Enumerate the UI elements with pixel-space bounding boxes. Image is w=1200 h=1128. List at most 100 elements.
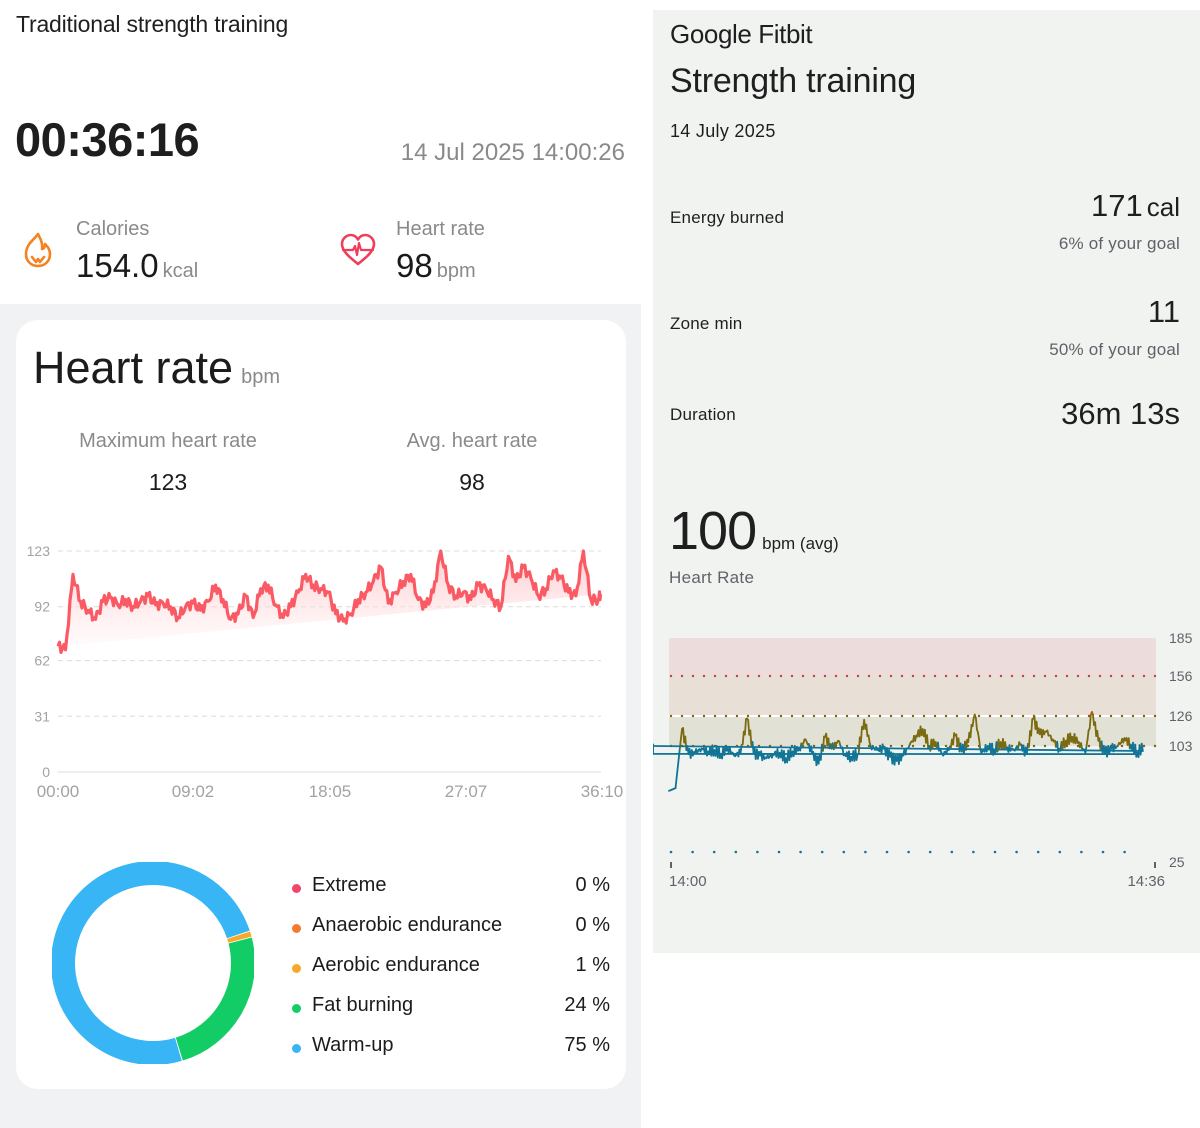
fat-burn-threshold-line <box>845 744 849 748</box>
fat-burning-segment <box>175 937 254 1061</box>
heart-rate-segment <box>743 718 747 736</box>
workout-duration: 00:36:16 <box>15 113 200 166</box>
peak-threshold-line <box>1153 674 1157 678</box>
zone-label: Extreme <box>312 874 387 896</box>
zone-label: Warm-up <box>312 1034 394 1056</box>
peak-threshold-line <box>1098 674 1102 678</box>
baseline-dot <box>1015 850 1018 854</box>
cardio-threshold-line <box>680 714 684 718</box>
baseline-dot <box>756 850 759 854</box>
peak-threshold-line <box>691 674 695 678</box>
peak-threshold-line <box>1021 674 1025 678</box>
x-tick-label: 14:00 <box>669 873 707 888</box>
zone-donut-chart <box>52 862 254 1064</box>
legend-row-fat-burning: Fat burning 24 % <box>292 992 610 1032</box>
fat-burn-threshold-line <box>922 744 926 748</box>
zone-label: Anaerobic endurance <box>312 914 503 936</box>
cardio-threshold-line <box>933 714 937 718</box>
peak-threshold-line <box>823 674 827 678</box>
cardio-threshold-line <box>1054 714 1058 718</box>
heart-rate-segment <box>822 735 825 752</box>
baseline-dot <box>820 850 824 854</box>
peak-threshold-line <box>1109 674 1113 678</box>
peak-threshold-line <box>911 674 915 678</box>
cardio-threshold-line <box>768 714 772 718</box>
fat-burn-threshold-line <box>812 744 816 748</box>
fat-burn-threshold-line <box>1120 744 1124 748</box>
cardio-threshold-line <box>889 714 893 718</box>
peak-threshold-line <box>680 674 684 678</box>
heart-rate-value: 98 <box>396 247 433 284</box>
x-tick-label: 00:00 <box>37 782 80 801</box>
cardio-threshold-line <box>735 714 739 718</box>
max-heart-rate: Maximum heart rate 123 <box>48 430 288 496</box>
brand-logo: Google Fitbit <box>670 19 813 49</box>
zone-dot-icon <box>292 924 301 933</box>
cardio-threshold-line <box>955 714 959 718</box>
cardio-threshold-line <box>1076 714 1080 718</box>
zone-value: 1 % <box>575 954 610 976</box>
fat-burn-threshold-line <box>834 744 838 748</box>
cardio-threshold-line <box>669 714 673 718</box>
baseline-dot <box>734 850 738 854</box>
heart-rate-segment <box>1086 729 1090 741</box>
baseline-dot <box>669 850 673 854</box>
peak-threshold-line <box>713 674 717 678</box>
zone-dot-icon <box>292 1044 301 1053</box>
fat-burn-threshold-line <box>1043 744 1047 748</box>
peak-threshold-line <box>1043 674 1047 678</box>
baseline-dot <box>1123 850 1126 854</box>
peak-zone-band <box>669 638 1156 676</box>
fat-burn-threshold-line <box>823 744 827 748</box>
zone-value: 24 % <box>564 994 610 1016</box>
cardio-threshold-line <box>801 714 805 718</box>
cardio-threshold-line <box>1131 714 1135 718</box>
cardio-threshold-line <box>1098 714 1102 718</box>
peak-threshold-line <box>735 674 739 678</box>
baseline-dot <box>1101 850 1105 854</box>
zone-value: 0 % <box>575 914 610 936</box>
heart-rate-segment <box>971 717 975 728</box>
peak-threshold-line <box>1142 674 1146 678</box>
peak-threshold-line <box>1054 674 1058 678</box>
peak-threshold-line <box>933 674 937 678</box>
workout-summary: Traditional strength training 00:36:16 1… <box>0 0 641 304</box>
fat-burn-threshold-line <box>1087 744 1091 748</box>
peak-threshold-line <box>1032 674 1036 678</box>
cardio-threshold-line <box>999 714 1003 718</box>
baseline-dot <box>691 850 694 854</box>
cardio-threshold-line <box>867 714 871 718</box>
fat-burn-threshold-line <box>1142 744 1146 748</box>
duration-value: 36m 13s <box>1061 396 1180 431</box>
heart-rate-segment <box>969 724 973 739</box>
heart-rate-segment <box>1080 742 1084 750</box>
y-tick-label: 185 <box>1169 630 1193 646</box>
heart-rate-area-chart[interactable]: 0 31 62 92 123 00:00 09:02 18:05 27:07 36:10 <box>16 538 626 808</box>
baseline-dot <box>885 850 889 854</box>
heart-rate-card[interactable]: Heart rate bpm Maximum heart rate 123 Avg… <box>16 320 626 1089</box>
fat-burn-threshold-line <box>889 744 893 748</box>
baseline-dot <box>950 850 954 854</box>
cardio-threshold-line <box>713 714 717 718</box>
energy-goal: 6% of your goal <box>1058 234 1180 253</box>
fitbit-heart-rate-chart[interactable]: 185 156 126 103 25 14:00 14:36 <box>653 628 1200 888</box>
heart-rate-segment <box>1030 718 1034 737</box>
zone-value: 0 % <box>575 874 610 896</box>
heart-rate-segment <box>977 731 980 741</box>
heart-rate-segment <box>978 738 982 749</box>
cardio-threshold-line <box>757 714 761 718</box>
calories-value-line: 154.0 kcal <box>76 247 198 285</box>
cardio-threshold-line <box>1120 714 1124 718</box>
y-tick-label: 62 <box>34 653 50 669</box>
baseline-dot <box>907 850 910 854</box>
cardio-threshold-line <box>1153 714 1157 718</box>
zone-legend: Extreme 0 % Anaerobic endurance 0 % Aero… <box>292 872 610 1072</box>
cardio-threshold-line <box>1109 714 1113 718</box>
heart-rate-label: Heart Rate <box>669 568 755 587</box>
heart-rate-segment <box>952 732 956 746</box>
cardio-threshold-line <box>911 714 915 718</box>
fat-burn-threshold-line <box>1153 744 1157 748</box>
peak-threshold-line <box>1065 674 1069 678</box>
avg-heart-rate-label: Avg. heart rate <box>406 430 538 452</box>
y-tick-label: 123 <box>27 543 51 559</box>
